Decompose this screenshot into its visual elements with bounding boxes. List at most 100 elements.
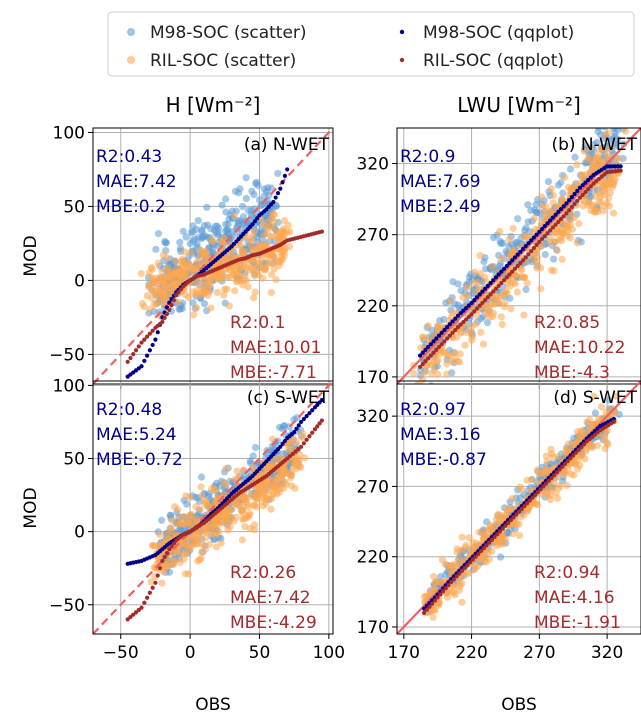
ril-scatter-point (627, 90, 634, 97)
ril-scatter-point (558, 255, 566, 263)
panel-a-n-wet-h: −50 0 50 100 (a) N-WET R2:0.43 MAE:7.42 MBE:0.2… (49, 123, 334, 389)
ril-scatter-point (598, 158, 607, 167)
ril-scatter-point (181, 570, 190, 578)
ril-qq-point (293, 449, 298, 454)
y-tick-label: 320 (357, 407, 389, 427)
ril-qq-point (520, 258, 526, 263)
m98-scatter-point (179, 227, 187, 236)
ril-scatter-point (465, 534, 473, 542)
ril-scatter-point (149, 288, 157, 296)
ril-scatter-point (476, 252, 484, 260)
ril-scatter-point (446, 297, 455, 305)
ril-scatter-point (533, 264, 541, 272)
ril-qq-point (466, 314, 471, 319)
column-title-lwu: LWU [Wm⁻²] (457, 93, 581, 117)
m98-qq-point (461, 308, 466, 313)
ril-scatter-point (251, 260, 259, 269)
ril-qq-point (477, 303, 482, 308)
ril-qq-point (133, 348, 139, 353)
ril-qq-point (142, 337, 147, 342)
panel-label: (c) S-WET (247, 388, 330, 408)
panel-c-s-wet-h: −50 0 50 100 −50 0 50 100 (c) S-WET R2:0.48 MAE:5.… (49, 376, 345, 663)
m98-qq-point (499, 269, 504, 274)
legend-marker-m98-scatter (127, 28, 135, 36)
ril-scatter-point (222, 481, 230, 489)
m98-qq-point (550, 215, 555, 220)
ril-scatter-point (284, 469, 293, 478)
m98-qq-point (420, 350, 425, 355)
plot-area (93, 128, 333, 384)
m98-qq-point (569, 195, 574, 200)
m98-stat-text: MAE:5.24 (96, 425, 177, 445)
ril-qq-series (125, 418, 325, 622)
ril-scatter-point (172, 280, 180, 289)
ril-qq-point (476, 551, 481, 556)
m98-stat-text: MAE:7.42 (96, 172, 177, 192)
ril-qq-point (440, 589, 446, 594)
ril-scatter-point (613, 128, 616, 129)
ril-scatter-point (178, 255, 187, 263)
m98-qq-point (575, 188, 580, 193)
ril-scatter-point (154, 259, 162, 267)
ril-scatter-point (290, 435, 298, 443)
ril-qq-point (533, 492, 538, 497)
ril-qq-point (552, 473, 557, 478)
m98-qq-point (282, 173, 288, 178)
ril-qq-point (489, 537, 494, 542)
ril-qq-point (171, 541, 177, 546)
m98-scatter-point (454, 280, 462, 288)
ril-scatter-point (158, 579, 166, 587)
ril-qq-point (542, 233, 547, 239)
m98-qq-series (417, 164, 623, 358)
ril-qq-point (176, 290, 181, 295)
m98-scatter-point (614, 135, 622, 143)
ril-scatter-point (206, 540, 214, 548)
ril-scatter-point (448, 308, 457, 317)
ril-qq-point (503, 523, 508, 528)
ril-qq-point (160, 558, 165, 563)
ril-scatter-point (174, 298, 182, 306)
panel-label: (b) N-WET (551, 135, 637, 155)
ril-scatter-point (148, 294, 156, 302)
ril-scatter-point (151, 280, 160, 288)
ril-scatter-point (429, 613, 437, 622)
ril-qq-point (438, 592, 443, 597)
ril-scatter-point (553, 246, 561, 255)
ril-scatter-point (410, 369, 418, 378)
y-tick-label: 320 (357, 155, 389, 175)
ril-scatter-point (249, 231, 257, 240)
m98-scatter-point (591, 409, 599, 417)
ril-scatter-point (533, 258, 541, 266)
ril-scatter-point (262, 264, 270, 273)
ril-qq-point (473, 554, 478, 559)
m98-qq-point (296, 423, 301, 428)
ril-scatter-point (208, 523, 216, 531)
m98-scatter-point (190, 235, 199, 243)
ril-qq-series (125, 229, 325, 364)
ril-qq-point (164, 550, 170, 556)
m98-qq-point (150, 342, 155, 348)
ril-scatter-point (201, 290, 209, 298)
ril-scatter-point (545, 484, 553, 493)
ril-stat-text: MBE:-1.91 (534, 613, 621, 633)
legend-box (107, 11, 635, 77)
ril-qq-point (287, 454, 293, 459)
m98-scatter-point (611, 128, 619, 131)
ril-scatter-point (193, 286, 201, 294)
ril-scatter-point (158, 267, 166, 275)
m98-qq-point (271, 199, 276, 205)
ril-scatter-point (220, 291, 228, 299)
ril-scatter-point (273, 476, 281, 484)
m98-scatter-point (531, 206, 539, 214)
ril-scatter-point (190, 531, 199, 539)
ril-scatter-point (553, 225, 562, 234)
ril-scatter-point (278, 227, 286, 235)
ril-scatter-point (549, 191, 557, 199)
ril-scatter-point (224, 526, 232, 534)
ril-scatter-point (190, 311, 198, 319)
m98-scatter-point (203, 203, 211, 211)
ril-scatter-point (276, 233, 284, 241)
ril-scatter-point (161, 281, 169, 289)
ril-qq-point (504, 275, 509, 280)
